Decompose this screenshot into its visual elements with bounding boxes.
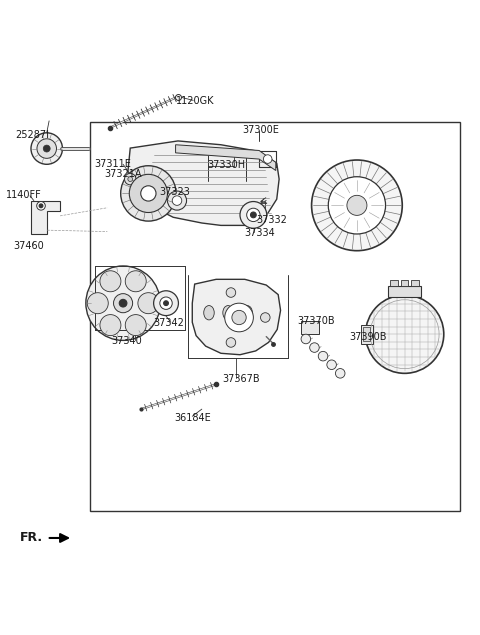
Circle shape [328, 177, 385, 234]
Circle shape [301, 334, 311, 344]
Circle shape [264, 155, 272, 163]
Text: 37323: 37323 [159, 187, 190, 197]
Circle shape [251, 212, 256, 218]
Bar [363, 327, 370, 342]
Circle shape [36, 201, 45, 210]
Text: 37390B: 37390B [350, 331, 387, 342]
Text: 37300E: 37300E [242, 126, 279, 135]
Circle shape [100, 271, 121, 291]
Circle shape [125, 314, 146, 336]
Text: 1120GK: 1120GK [176, 97, 214, 106]
Bar [388, 286, 421, 297]
Circle shape [310, 343, 319, 352]
Circle shape [226, 338, 236, 347]
Bar [301, 321, 319, 334]
Circle shape [172, 196, 182, 205]
Circle shape [365, 295, 444, 373]
Polygon shape [176, 145, 276, 171]
Circle shape [336, 368, 345, 378]
Circle shape [39, 204, 43, 208]
Bar [390, 280, 398, 286]
Circle shape [327, 360, 336, 370]
Circle shape [86, 266, 160, 340]
Text: 37340: 37340 [111, 337, 142, 346]
Circle shape [125, 271, 146, 291]
Circle shape [261, 312, 270, 323]
Circle shape [43, 145, 50, 152]
Polygon shape [32, 201, 60, 234]
Circle shape [138, 293, 159, 314]
Circle shape [119, 299, 127, 307]
Bar [401, 280, 408, 286]
Text: 1140FF: 1140FF [6, 190, 42, 200]
Circle shape [31, 133, 62, 164]
Circle shape [225, 303, 253, 332]
Text: 37311E: 37311E [95, 159, 132, 169]
Text: 37321A: 37321A [104, 170, 142, 179]
Circle shape [128, 177, 132, 182]
Circle shape [141, 186, 156, 201]
Circle shape [247, 208, 260, 222]
Circle shape [318, 351, 328, 361]
Text: 37367B: 37367B [222, 373, 260, 384]
Circle shape [347, 196, 367, 215]
Circle shape [120, 166, 176, 221]
Circle shape [168, 191, 187, 210]
Text: 37370B: 37370B [297, 316, 335, 326]
Text: 37332: 37332 [257, 215, 288, 225]
Ellipse shape [204, 305, 214, 320]
Text: 37334: 37334 [245, 227, 276, 237]
Bar [361, 324, 372, 344]
Circle shape [160, 297, 172, 309]
Ellipse shape [223, 305, 233, 320]
Text: FR.: FR. [20, 531, 43, 544]
Text: 37330H: 37330H [207, 160, 246, 170]
Circle shape [240, 201, 267, 228]
Circle shape [164, 301, 168, 305]
Bar [90, 122, 459, 511]
Text: 25287I: 25287I [16, 130, 50, 140]
Circle shape [226, 288, 236, 297]
Circle shape [100, 314, 121, 336]
Circle shape [114, 293, 132, 312]
Text: 37342: 37342 [153, 318, 184, 328]
Circle shape [124, 173, 136, 185]
Circle shape [129, 175, 168, 213]
Bar [411, 280, 419, 286]
Circle shape [232, 311, 246, 324]
Text: 37460: 37460 [13, 241, 44, 251]
Polygon shape [128, 141, 279, 225]
Circle shape [312, 160, 402, 251]
Circle shape [87, 293, 108, 314]
Polygon shape [192, 279, 281, 355]
Circle shape [154, 291, 179, 316]
Text: 36184E: 36184E [175, 413, 211, 423]
Circle shape [37, 139, 57, 158]
Ellipse shape [242, 305, 252, 320]
